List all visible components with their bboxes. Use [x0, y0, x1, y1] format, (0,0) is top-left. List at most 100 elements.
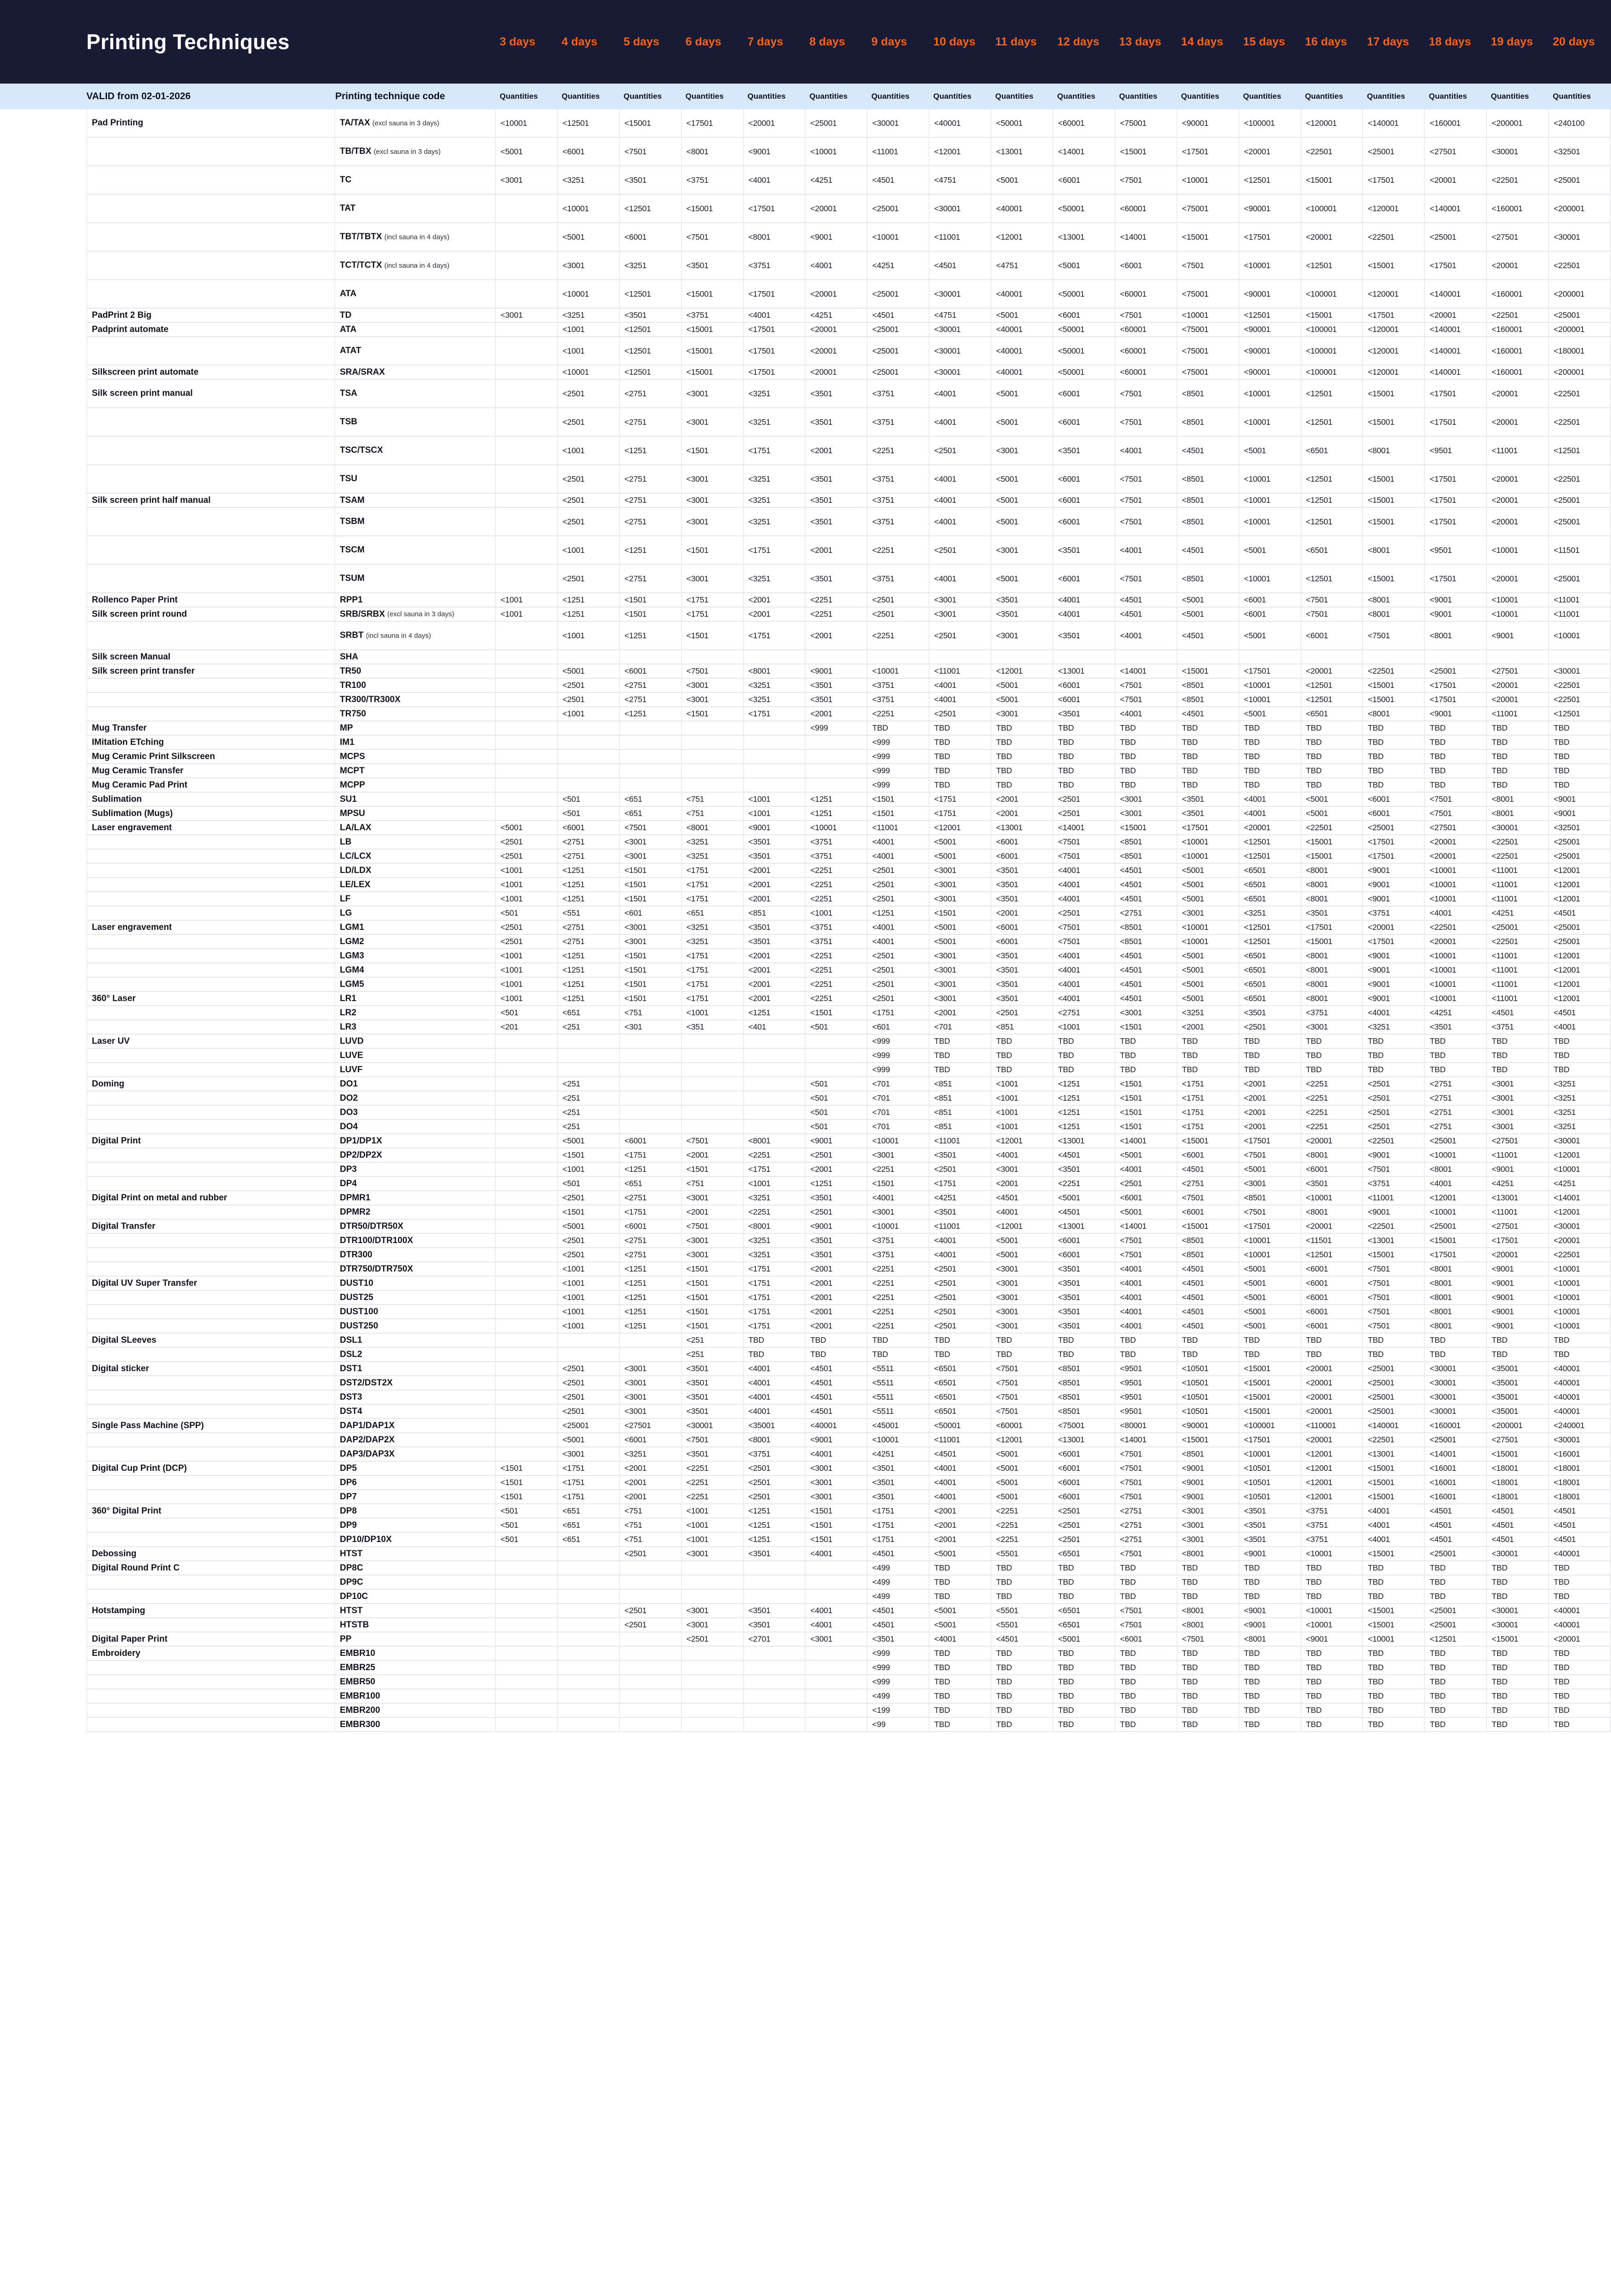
quantity-cell-day-14: <5001: [1177, 892, 1239, 906]
quantity-cell-day-20: <200001: [1549, 366, 1611, 379]
quantity-cell-day-20: <40001: [1549, 1376, 1611, 1390]
quantity-cell-day-18: TBD: [1425, 1590, 1487, 1603]
quantity-cell-day-20: <18001: [1549, 1490, 1611, 1503]
quantity-cell-day-8: <40001: [806, 1419, 868, 1432]
quantity-cell-day-9: <2251: [867, 437, 930, 464]
quantity-cell-day-15: <5001: [1239, 1163, 1301, 1176]
quantity-cell-day-14: <2001: [1177, 1020, 1239, 1034]
technique-code-cell: DUST250: [335, 1319, 496, 1333]
quantities-header-7: Quantities: [747, 92, 786, 101]
quantities-header-5: Quantities: [623, 92, 662, 101]
quantity-cell-day-3: [496, 565, 558, 592]
quantity-cell-day-11: <3501: [991, 608, 1054, 621]
quantity-cell-day-15: <90001: [1239, 280, 1301, 308]
technique-code-cell: LE/LEX: [335, 878, 496, 891]
quantity-cell-day-7: <1251: [744, 1504, 806, 1518]
quantity-cell-day-17: <140001: [1363, 109, 1425, 137]
quantity-cell-day-6: <1501: [682, 1319, 744, 1333]
quantity-cell-day-3: [496, 1234, 558, 1247]
quantity-cell-day-7: <3251: [744, 380, 806, 407]
quantity-cell-day-6: [682, 750, 744, 763]
technique-name-cell: [86, 1490, 335, 1503]
quantity-cell-day-16: <6501: [1301, 707, 1363, 720]
code-text: TBT/TBTX: [340, 232, 382, 242]
technique-code-cell: TSB: [335, 408, 496, 436]
quantity-cell-day-7: <2001: [744, 864, 806, 877]
code-text: MCPS: [340, 751, 365, 761]
quantity-cell-day-12: <50001: [1053, 195, 1115, 222]
quantity-cell-day-10: <4001: [929, 1490, 992, 1503]
code-text: EMBR100: [340, 1691, 380, 1701]
quantity-cell-day-20: TBD: [1549, 1689, 1611, 1703]
quantity-cell-day-8: <2251: [806, 864, 868, 877]
quantity-cell-day-14: <75001: [1177, 366, 1239, 379]
quantity-cell-day-4: [558, 1647, 620, 1660]
quantity-cell-day-16: <10001: [1301, 1618, 1363, 1632]
table-row: Digital SLeeves DSL1 <251 TBD TBD TBD TBD TBD TB…: [86, 1334, 1611, 1348]
quantity-cell-day-10: <4001: [929, 494, 992, 507]
quantity-cell-day-3: [496, 1405, 558, 1418]
quantity-cell-day-4: <251: [558, 1120, 620, 1133]
quantity-cell-day-3: <501: [496, 1504, 558, 1518]
quantity-cell-day-6: <2001: [682, 1148, 744, 1162]
table-row: DP3 <1001 <1251 <1501 <1751 <2001 <2251 <2501 <3…: [86, 1163, 1611, 1177]
quantity-cell-day-14: TBD: [1177, 750, 1239, 763]
quantity-cell-day-19: TBD: [1487, 736, 1549, 749]
quantity-cell-day-17: <22501: [1363, 1134, 1425, 1148]
quantity-cell-day-8: <25001: [806, 109, 868, 137]
code-text: DO2: [340, 1093, 358, 1103]
quantity-cell-day-6: <1001: [682, 1504, 744, 1518]
quantity-cell-day-13: <15001: [1115, 138, 1177, 165]
quantity-cell-day-20: <11501: [1549, 536, 1611, 564]
technique-name-cell: [86, 1476, 335, 1489]
quantity-cell-day-6: [682, 1063, 744, 1076]
quantity-cell-day-9: <1751: [867, 1006, 930, 1019]
quantity-cell-day-20: <10001: [1549, 1291, 1611, 1304]
quantity-cell-day-10: <30001: [929, 323, 992, 336]
table-row: Digital Round Print C DP8C <499 TBD TBD TBD TB…: [86, 1561, 1611, 1576]
quantity-cell-day-8: <3501: [806, 1191, 868, 1204]
quantity-cell-day-4: [558, 650, 620, 664]
quantity-cell-day-19: <9001: [1487, 1305, 1549, 1318]
technique-code-cell: HTSTB: [335, 1618, 496, 1632]
quantity-cell-day-7: <17501: [744, 366, 806, 379]
quantity-cell-day-3: <2501: [496, 850, 558, 863]
quantity-cell-day-19: <27501: [1487, 1433, 1549, 1446]
quantity-cell-day-17: <120001: [1363, 195, 1425, 222]
quantity-cell-day-8: <9001: [806, 1433, 868, 1446]
quantity-cell-day-10: <3001: [929, 864, 992, 877]
code-note: (incl sauna in 4 days): [384, 233, 450, 241]
quantity-cell-day-17: TBD: [1363, 764, 1425, 777]
quantity-cell-day-18: <160001: [1425, 109, 1487, 137]
code-text: LGM3: [340, 951, 364, 961]
quantity-cell-day-5: <3001: [620, 1362, 682, 1375]
quantity-cell-day-3: [496, 323, 558, 336]
quantity-cell-day-14: <75001: [1177, 323, 1239, 336]
quantity-cell-day-14: <8001: [1177, 1618, 1239, 1632]
quantity-cell-day-11: <3501: [991, 878, 1054, 891]
table-row: Single Pass Machine (SPP) DAP1/DAP1X <2500…: [86, 1419, 1611, 1433]
quantity-cell-day-3: <1001: [496, 593, 558, 607]
quantity-cell-day-3: [496, 750, 558, 763]
quantity-cell-day-19: <9001: [1487, 1277, 1549, 1290]
quantity-cell-day-20: TBD: [1549, 1647, 1611, 1660]
quantity-cell-day-10: <1501: [929, 906, 992, 920]
quantity-cell-day-10: <5001: [929, 1547, 992, 1560]
quantities-header-10: Quantities: [933, 92, 972, 101]
quantity-cell-day-10: <4001: [929, 1632, 992, 1646]
quantity-cell-day-7: <1751: [744, 1305, 806, 1318]
quantity-cell-day-12: <4501: [1053, 1205, 1115, 1219]
quantity-cell-day-12: <6001: [1053, 693, 1115, 706]
technique-name-cell: Debossing: [86, 1547, 335, 1560]
quantity-cell-day-6: <3001: [682, 1234, 744, 1247]
quantity-cell-day-9: <10001: [867, 1220, 930, 1233]
code-text: DP3: [340, 1164, 357, 1174]
quantity-cell-day-15: <90001: [1239, 366, 1301, 379]
quantity-cell-day-20: <32501: [1549, 821, 1611, 834]
day-header-12: 12 days: [1057, 35, 1099, 48]
quantity-cell-day-8: <3501: [806, 679, 868, 692]
quantity-cell-day-14: TBD: [1177, 1049, 1239, 1062]
quantity-cell-day-19: <160001: [1487, 195, 1549, 222]
quantity-cell-day-15: <10001: [1239, 1447, 1301, 1461]
quantity-cell-day-11: <3001: [991, 1163, 1054, 1176]
